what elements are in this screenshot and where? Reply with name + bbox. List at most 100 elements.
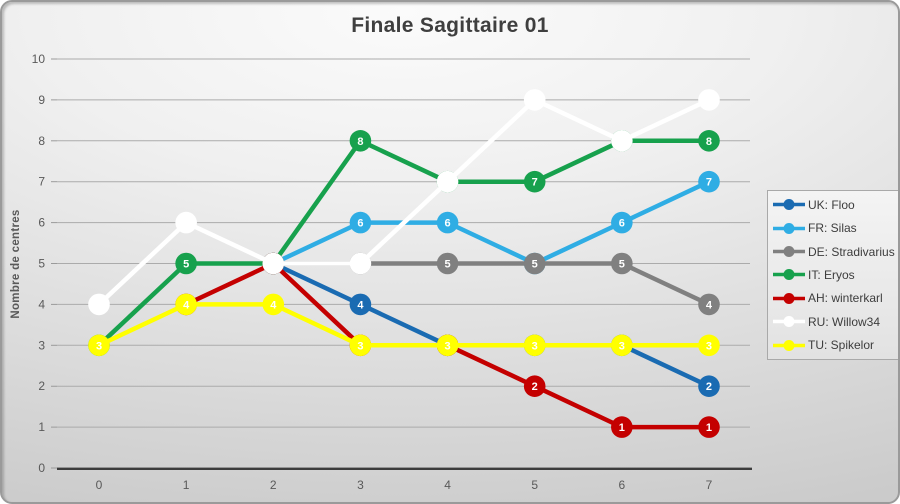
data-point [523,252,546,275]
data-point-label: 3 [706,340,712,352]
series-line [98,302,709,348]
data-point [436,252,459,275]
data-point [698,334,720,357]
data-point-label: 4 [96,299,103,311]
data-point [88,293,110,316]
legend-item: AH: winterkarl [773,287,897,309]
y-tick-label: 7 [38,175,45,189]
data-point [349,130,372,152]
data-point [523,334,546,357]
data-point [88,334,110,357]
data-point-label: 6 [619,218,625,230]
legend-marker-icon [773,339,805,351]
legend-item: RU: Willow34 [773,311,897,333]
series-UK: Floo: 543332 [262,252,720,398]
legend-marker-icon [773,292,805,304]
data-point [611,416,633,438]
data-point [175,252,197,275]
y-tick-label: 4 [38,297,45,311]
legend-marker-icon [773,246,805,258]
series-TU: Spikelor: 34 43 3 3 3 3 [88,293,720,357]
data-point-label: 5 [532,259,538,271]
data-point-label: 5 [619,259,625,271]
data-point [436,334,459,357]
data-point [698,375,720,398]
data-point [698,130,720,152]
data-point-label: 8 [706,136,712,148]
data-point [611,130,633,152]
data-point [698,293,720,316]
data-point-label: 6 [357,218,363,230]
data-point-label: 7 [706,177,712,189]
legend-item: IT: Eryos [773,264,897,286]
y-tick-label: 10 [32,52,46,66]
data-point-label: 4 [357,299,364,311]
y-tick-label: 6 [38,216,45,230]
data-point-label: 3 [444,340,450,352]
legend-marker-icon [773,199,805,211]
series-line [97,97,710,307]
x-tick-label: 0 [96,478,103,492]
data-point-label: 7 [532,177,538,189]
data-point-label: 5 [357,259,363,271]
data-point [175,293,197,316]
series-line [272,179,710,266]
data-point-label: 3 [357,340,363,352]
data-point-label: 4 [706,299,713,311]
data-point-label: 8 [357,136,363,148]
data-point [349,334,372,357]
y-tick-label: 1 [38,420,45,434]
data-point-label: 5 [444,259,450,271]
x-tick-label: 6 [618,478,625,492]
data-point-label: 2 [532,381,538,393]
legend-label: UK: Floo [808,197,855,212]
y-tick-label: 5 [38,257,45,271]
legend-marker-icon [773,269,805,281]
data-point [262,252,285,275]
series-line [273,261,710,307]
data-point-label: 5 [183,259,189,271]
y-tick-label: 3 [38,338,45,352]
data-point-label: 9 [532,95,538,107]
x-tick-label: 7 [706,478,713,492]
data-point [175,211,197,234]
chart-title: Finale Sagittaire 01 [351,14,549,37]
y-tick-label: 8 [38,134,45,148]
legend-label: FR: Silas [808,221,857,236]
data-point [436,211,459,234]
y-tick-label: 9 [38,93,45,107]
data-point-label: 8 [619,136,625,148]
data-point [523,170,546,193]
x-tick-label: 3 [357,478,364,492]
data-point [698,170,720,193]
data-point-label: 1 [706,422,712,434]
data-point-label: 6 [444,218,450,230]
legend-marker-icon [773,316,805,328]
x-tick-label: 1 [183,478,190,492]
legend-marker-icon [773,222,805,234]
legend-item: UK: Floo [773,194,897,216]
data-point-label: 5 [270,259,276,271]
data-point [698,416,720,438]
data-point [611,211,633,234]
legend-label: IT: Eryos [808,267,855,282]
series-line [97,138,709,347]
data-point-label: 3 [96,340,102,352]
legend-item: DE: Stradivarius [773,241,897,263]
legend-label: DE: Stradivarius [808,244,895,259]
data-point-label: 3 [532,340,538,352]
data-point-label: 9 [706,95,712,107]
y-tick-label: 0 [38,461,45,475]
series-IT: Eryos: 35587788 [88,130,720,357]
data-point [262,293,285,316]
data-point-label: 4 [183,299,190,311]
data-point [349,252,372,275]
x-tick-labels: 0 1 2 3 4 5 6 7 [96,478,713,492]
chart-legend: UK: Floo FR: Silas DE: Stradivarius IT: Ery… [767,190,898,360]
x-tick-label: 2 [270,478,277,492]
y-tick-label: 2 [38,379,45,393]
data-point-label: 3 [619,340,625,352]
